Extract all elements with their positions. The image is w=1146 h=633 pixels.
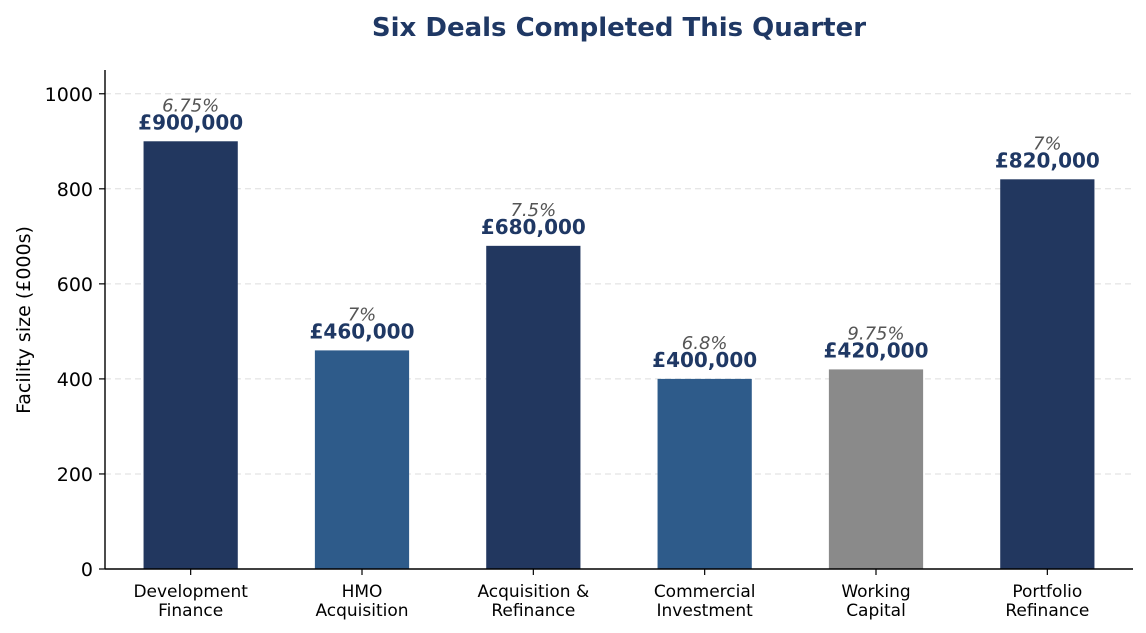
x-tick-label: Working	[841, 582, 910, 602]
rate-label: 6.8%	[682, 333, 728, 354]
rate-label: 9.75%	[847, 323, 904, 344]
bar	[143, 141, 238, 570]
x-tick-label: Acquisition &	[477, 582, 589, 602]
y-tick-label: 400	[57, 369, 93, 391]
x-tick-label: Finance	[158, 601, 223, 621]
x-tick-label: Investment	[657, 601, 754, 621]
x-tick-label: Acquisition	[315, 601, 408, 621]
x-tick-label: Commercial	[654, 582, 756, 602]
x-tick-label: Refinance	[1005, 601, 1089, 621]
chart-title: Six Deals Completed This Quarter	[372, 13, 866, 43]
value-label: £900,000	[138, 110, 243, 134]
y-tick-label: 1000	[45, 84, 93, 106]
tick-labels: 02004006008001000DevelopmentFinanceHMOAc…	[45, 84, 1090, 621]
gridlines	[105, 93, 1133, 475]
data-labels: £900,0006.75%£460,0007%£680,0007.5%£400,…	[138, 95, 1100, 372]
value-label: £680,000	[481, 215, 586, 239]
y-tick-label: 800	[57, 179, 93, 201]
bar	[657, 378, 752, 569]
rate-label: 6.75%	[162, 95, 219, 116]
x-tick-label: Development	[133, 582, 248, 602]
axes	[99, 70, 1133, 575]
rate-label: 7%	[348, 304, 377, 325]
y-axis-label: Facility size (£000s)	[13, 226, 35, 414]
y-tick-label: 600	[57, 274, 93, 296]
y-tick-label: 200	[57, 464, 93, 486]
rate-label: 7%	[1033, 133, 1062, 154]
x-tick-label: Portfolio	[1012, 582, 1082, 602]
value-label: £400,000	[652, 348, 757, 372]
x-tick-label: Refinance	[491, 601, 575, 621]
value-label: £820,000	[995, 148, 1100, 172]
bar	[1000, 179, 1095, 570]
value-label: £420,000	[823, 338, 928, 362]
bar	[486, 245, 581, 570]
x-tick-label: HMO	[342, 582, 383, 602]
rate-label: 7.5%	[510, 200, 556, 221]
y-tick-label: 0	[81, 559, 93, 581]
value-label: £460,000	[309, 319, 414, 343]
bar	[828, 369, 924, 569]
bar	[314, 350, 410, 569]
bars	[143, 141, 1095, 570]
x-tick-label: Capital	[846, 601, 906, 621]
